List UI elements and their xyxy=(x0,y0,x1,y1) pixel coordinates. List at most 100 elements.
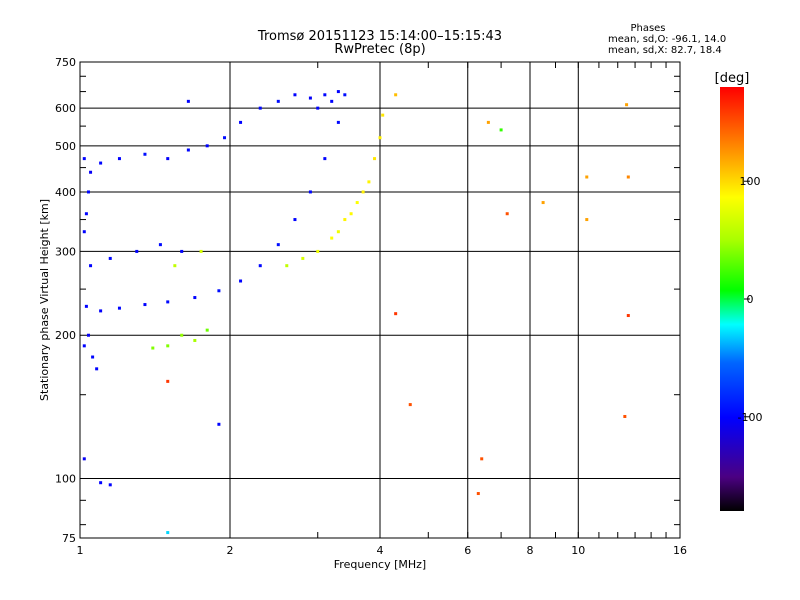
data-point xyxy=(505,212,509,216)
data-point xyxy=(82,457,86,461)
data-point xyxy=(336,230,340,234)
data-point xyxy=(308,190,312,194)
y-tick-label: 200 xyxy=(55,329,76,342)
colorbar-tick-label: 0 xyxy=(747,293,754,306)
stats-x: mean, sd,X: 82.7, 18.4 xyxy=(608,45,722,56)
data-point xyxy=(336,90,340,94)
colorbar-ticks: 100 0 -100 xyxy=(738,175,763,424)
x-tick-label: 1 xyxy=(77,544,84,557)
data-point xyxy=(625,103,629,107)
x-tick-label: 10 xyxy=(571,544,585,557)
data-point xyxy=(330,99,334,103)
data-point xyxy=(84,304,88,308)
colorbar-tick-label: -100 xyxy=(738,411,763,424)
data-point xyxy=(626,314,630,318)
data-point xyxy=(84,212,88,216)
data-point xyxy=(143,303,147,307)
data-point xyxy=(186,99,190,103)
data-point xyxy=(480,457,484,461)
y-tick-label: 500 xyxy=(55,140,76,153)
data-point xyxy=(276,99,280,103)
y-tick-label: 100 xyxy=(55,473,76,486)
data-point xyxy=(205,328,209,332)
data-point xyxy=(217,289,221,293)
x-tick-label: 4 xyxy=(377,544,384,557)
y-tick-label: 750 xyxy=(55,56,76,69)
data-point xyxy=(323,93,327,97)
data-point xyxy=(166,344,170,348)
data-point xyxy=(258,106,262,110)
data-point xyxy=(89,170,93,174)
data-point xyxy=(108,256,112,260)
data-point xyxy=(82,344,86,348)
data-point xyxy=(486,120,490,124)
data-point xyxy=(355,201,359,205)
x-tick-label: 2 xyxy=(227,544,234,557)
data-point xyxy=(173,264,177,268)
data-point xyxy=(258,264,262,268)
data-point xyxy=(82,157,86,161)
data-point xyxy=(239,120,243,124)
data-point xyxy=(89,264,93,268)
y-tick-label: 300 xyxy=(55,245,76,258)
data-point xyxy=(117,157,121,161)
x-axis: 1 2 4 6 8 10 16 xyxy=(77,62,687,557)
data-point xyxy=(330,236,334,240)
data-point xyxy=(585,218,589,222)
data-point xyxy=(166,379,170,383)
data-point xyxy=(99,161,103,165)
data-point xyxy=(378,136,382,140)
x-tick-label: 8 xyxy=(527,544,534,557)
data-point xyxy=(180,249,184,253)
stats-o: mean, sd,O: -96.1, 14.0 xyxy=(608,34,726,45)
data-point xyxy=(86,333,90,337)
data-points xyxy=(82,90,630,535)
data-point xyxy=(623,414,627,418)
data-point xyxy=(293,93,297,97)
data-point xyxy=(205,144,209,148)
data-point xyxy=(316,106,320,110)
data-point xyxy=(301,256,305,260)
x-tick-label: 6 xyxy=(464,544,471,557)
data-point xyxy=(343,93,347,97)
data-point xyxy=(239,279,243,283)
colorbar-label: [deg] xyxy=(715,71,750,86)
data-point xyxy=(117,306,121,310)
data-point xyxy=(323,157,327,161)
data-point xyxy=(499,128,503,132)
chart-title: Tromsø 20151123 15:14:00–15:15:43 xyxy=(257,29,502,44)
data-point xyxy=(143,152,147,156)
stats-heading: Phases xyxy=(630,23,665,34)
data-point xyxy=(180,333,184,337)
y-tick-label: 400 xyxy=(55,186,76,199)
data-point xyxy=(361,190,365,194)
data-point xyxy=(166,531,170,535)
data-point xyxy=(166,157,170,161)
y-tick-label: 600 xyxy=(55,102,76,115)
data-point xyxy=(135,249,139,253)
data-point xyxy=(151,346,155,350)
data-point xyxy=(193,296,197,300)
data-point xyxy=(91,355,95,359)
data-point xyxy=(541,201,545,205)
data-point xyxy=(186,148,190,152)
data-point xyxy=(166,300,170,304)
y-axis-label: Stationary phase Virtual Height [km] xyxy=(38,199,51,401)
data-point xyxy=(95,367,99,371)
data-point xyxy=(276,243,280,247)
colorbar xyxy=(720,87,744,511)
data-point xyxy=(193,338,197,342)
data-point xyxy=(336,120,340,124)
data-point xyxy=(199,249,203,253)
data-point xyxy=(585,175,589,179)
data-point xyxy=(367,180,371,184)
data-point xyxy=(99,481,103,485)
data-point xyxy=(158,243,162,247)
data-point xyxy=(408,403,412,407)
data-point xyxy=(394,93,398,97)
data-point xyxy=(293,218,297,222)
grid xyxy=(80,62,680,538)
data-point xyxy=(308,96,312,100)
data-point xyxy=(316,249,320,253)
